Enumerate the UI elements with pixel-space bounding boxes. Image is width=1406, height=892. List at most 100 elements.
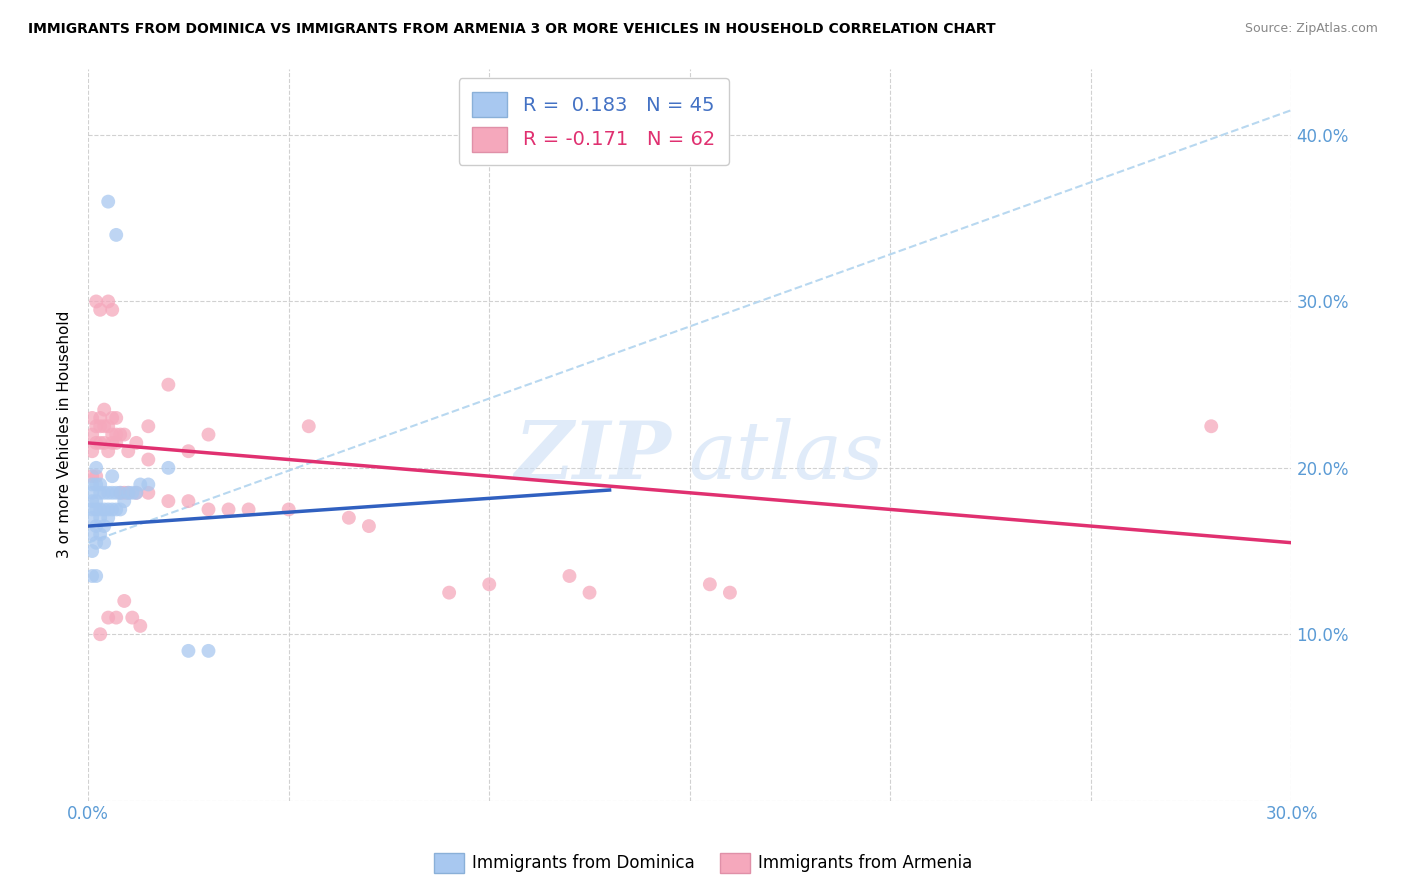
Point	[82, 477, 104, 491]
Legend: Immigrants from Dominica, Immigrants from Armenia: Immigrants from Dominica, Immigrants fro…	[427, 847, 979, 880]
Point	[105, 427, 128, 442]
Text: Source: ZipAtlas.com: Source: ZipAtlas.com	[1244, 22, 1378, 36]
Point	[110, 485, 132, 500]
Point	[97, 419, 120, 434]
Point	[105, 502, 128, 516]
Point	[277, 502, 299, 516]
Point	[82, 510, 104, 524]
Point	[97, 444, 120, 458]
Point	[558, 569, 581, 583]
Point	[82, 494, 104, 508]
Point	[93, 436, 115, 450]
Y-axis label: 3 or more Vehicles in Household: 3 or more Vehicles in Household	[58, 311, 72, 558]
Point	[136, 477, 159, 491]
Point	[177, 644, 200, 658]
Point	[117, 444, 139, 458]
Point	[105, 227, 128, 242]
Point	[93, 535, 115, 549]
Point	[357, 519, 380, 533]
Point	[101, 485, 124, 500]
Point	[197, 502, 219, 516]
Point	[177, 444, 200, 458]
Point	[298, 419, 321, 434]
Point	[82, 485, 104, 500]
Point	[89, 527, 111, 541]
Point	[84, 460, 107, 475]
Point	[105, 411, 128, 425]
Point	[125, 485, 148, 500]
Point	[84, 469, 107, 483]
Legend: R =  0.183   N = 45, R = -0.171   N = 62: R = 0.183 N = 45, R = -0.171 N = 62	[458, 78, 728, 165]
Point	[218, 502, 240, 516]
Point	[578, 585, 600, 599]
Point	[82, 469, 104, 483]
Point	[101, 411, 124, 425]
Point	[718, 585, 741, 599]
Point	[129, 477, 152, 491]
Point	[89, 419, 111, 434]
Point	[84, 294, 107, 309]
Point	[84, 477, 107, 491]
Point	[105, 610, 128, 624]
Point	[84, 535, 107, 549]
Point	[97, 610, 120, 624]
Point	[337, 510, 360, 524]
Point	[93, 402, 115, 417]
Point	[89, 477, 111, 491]
Point	[125, 485, 148, 500]
Point	[82, 502, 104, 516]
Point	[110, 502, 132, 516]
Point	[89, 627, 111, 641]
Point	[699, 577, 721, 591]
Point	[82, 427, 104, 442]
Point	[129, 619, 152, 633]
Point	[89, 436, 111, 450]
Point	[105, 485, 128, 500]
Point	[437, 585, 460, 599]
Point	[112, 494, 135, 508]
Point	[112, 594, 135, 608]
Point	[84, 419, 107, 434]
Point	[136, 485, 159, 500]
Point	[93, 419, 115, 434]
Point	[82, 544, 104, 558]
Point	[105, 436, 128, 450]
Point	[101, 427, 124, 442]
Point	[177, 494, 200, 508]
Point	[97, 194, 120, 209]
Point	[97, 502, 120, 516]
Text: atlas: atlas	[689, 417, 884, 495]
Point	[93, 519, 115, 533]
Point	[89, 411, 111, 425]
Point	[84, 436, 107, 450]
Text: ZIP: ZIP	[515, 417, 672, 495]
Point	[136, 419, 159, 434]
Point	[117, 485, 139, 500]
Point	[1199, 419, 1222, 434]
Point	[89, 510, 111, 524]
Point	[84, 519, 107, 533]
Point	[93, 485, 115, 500]
Point	[84, 569, 107, 583]
Point	[112, 427, 135, 442]
Text: IMMIGRANTS FROM DOMINICA VS IMMIGRANTS FROM ARMENIA 3 OR MORE VEHICLES IN HOUSEH: IMMIGRANTS FROM DOMINICA VS IMMIGRANTS F…	[28, 22, 995, 37]
Point	[478, 577, 501, 591]
Point	[101, 469, 124, 483]
Point	[97, 485, 120, 500]
Point	[101, 436, 124, 450]
Point	[136, 452, 159, 467]
Point	[112, 485, 135, 500]
Point	[197, 427, 219, 442]
Point	[89, 485, 111, 500]
Point	[82, 411, 104, 425]
Point	[97, 510, 120, 524]
Point	[157, 460, 180, 475]
Point	[110, 485, 132, 500]
Point	[125, 436, 148, 450]
Point	[101, 302, 124, 317]
Point	[121, 610, 143, 624]
Point	[238, 502, 260, 516]
Point	[89, 502, 111, 516]
Point	[89, 302, 111, 317]
Point	[82, 569, 104, 583]
